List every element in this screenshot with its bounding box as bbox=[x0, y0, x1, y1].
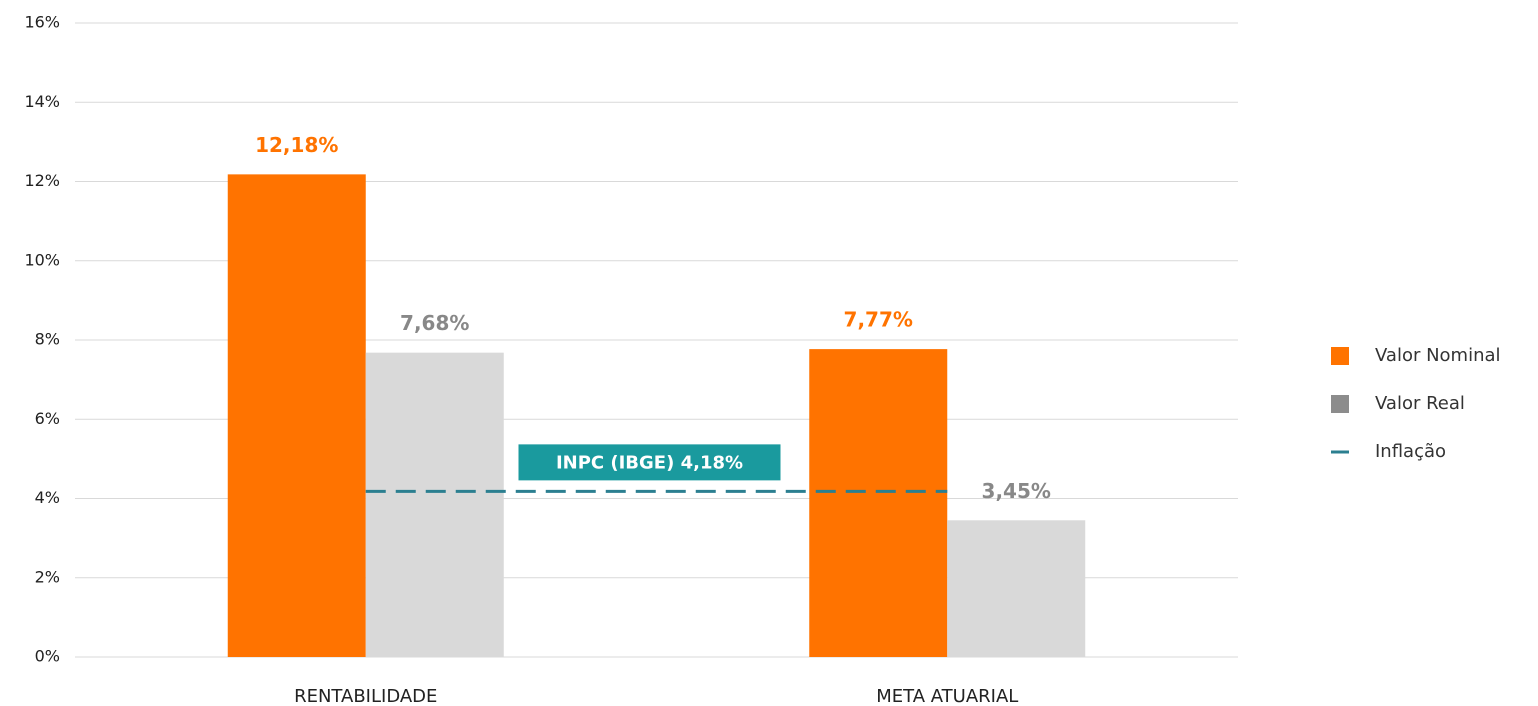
inflation-label-box bbox=[518, 444, 781, 481]
y-tick-label: 0% bbox=[35, 647, 60, 666]
legend-label: Valor Nominal bbox=[1375, 345, 1501, 366]
bar bbox=[365, 352, 504, 657]
y-tick-label: 6% bbox=[35, 409, 60, 428]
bar bbox=[227, 174, 366, 657]
value-label: 3,45% bbox=[982, 479, 1051, 503]
legend-label: Inflação bbox=[1375, 441, 1446, 462]
bar bbox=[947, 520, 1086, 657]
legend-label: Valor Real bbox=[1375, 393, 1465, 414]
legend-swatch bbox=[1331, 395, 1349, 413]
value-label: 7,68% bbox=[400, 311, 469, 335]
y-tick-label: 16% bbox=[24, 13, 60, 32]
value-label: 12,18% bbox=[255, 133, 338, 157]
y-tick-label: 12% bbox=[24, 171, 60, 190]
inflation-label: INPC (IBGE) 4,18% bbox=[556, 452, 743, 473]
x-tick-label: RENTABILIDADE bbox=[294, 686, 437, 706]
y-tick-label: 4% bbox=[35, 488, 60, 507]
x-tick-label: META ATUARIAL bbox=[876, 686, 1018, 706]
y-tick-label: 8% bbox=[35, 330, 60, 349]
legend-swatch bbox=[1331, 347, 1349, 365]
y-tick-label: 10% bbox=[24, 250, 60, 269]
value-label: 7,77% bbox=[844, 308, 913, 332]
bar bbox=[809, 349, 948, 657]
y-tick-label: 2% bbox=[35, 567, 60, 586]
y-tick-label: 14% bbox=[24, 92, 60, 111]
